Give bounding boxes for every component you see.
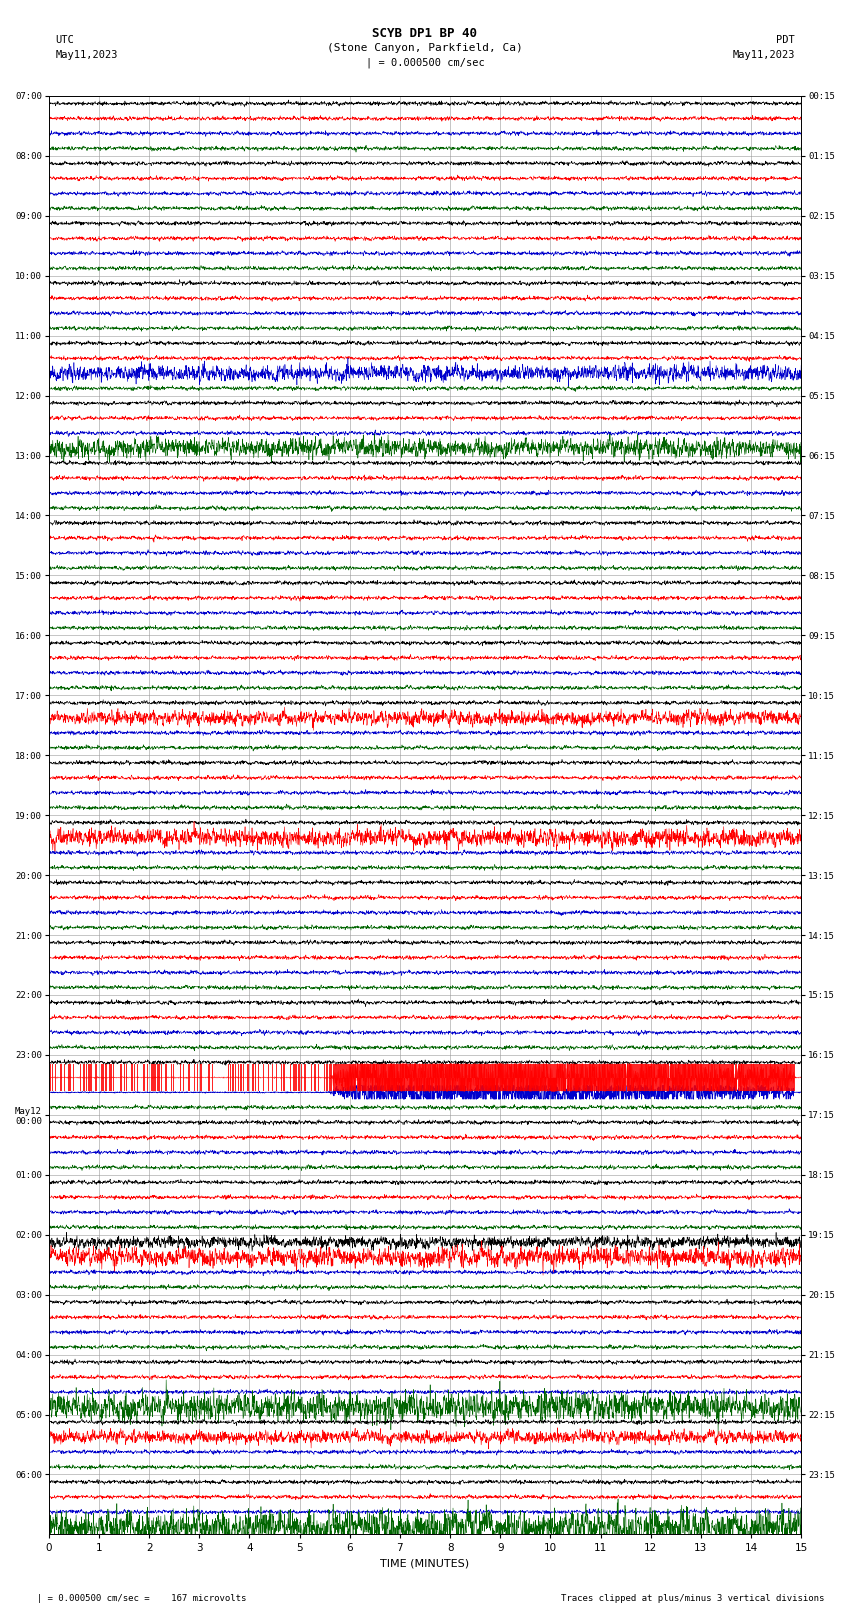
Text: (Stone Canyon, Parkfield, Ca): (Stone Canyon, Parkfield, Ca) — [327, 44, 523, 53]
Text: | = 0.000500 cm/sec =    167 microvolts: | = 0.000500 cm/sec = 167 microvolts — [26, 1594, 246, 1603]
Text: UTC: UTC — [55, 35, 74, 45]
Text: PDT: PDT — [776, 35, 795, 45]
Text: Traces clipped at plus/minus 3 vertical divisions: Traces clipped at plus/minus 3 vertical … — [561, 1594, 824, 1603]
Text: May11,2023: May11,2023 — [732, 50, 795, 60]
Text: May11,2023: May11,2023 — [55, 50, 118, 60]
X-axis label: TIME (MINUTES): TIME (MINUTES) — [381, 1560, 469, 1569]
Text: | = 0.000500 cm/sec: | = 0.000500 cm/sec — [366, 56, 484, 68]
Text: SCYB DP1 BP 40: SCYB DP1 BP 40 — [372, 27, 478, 40]
